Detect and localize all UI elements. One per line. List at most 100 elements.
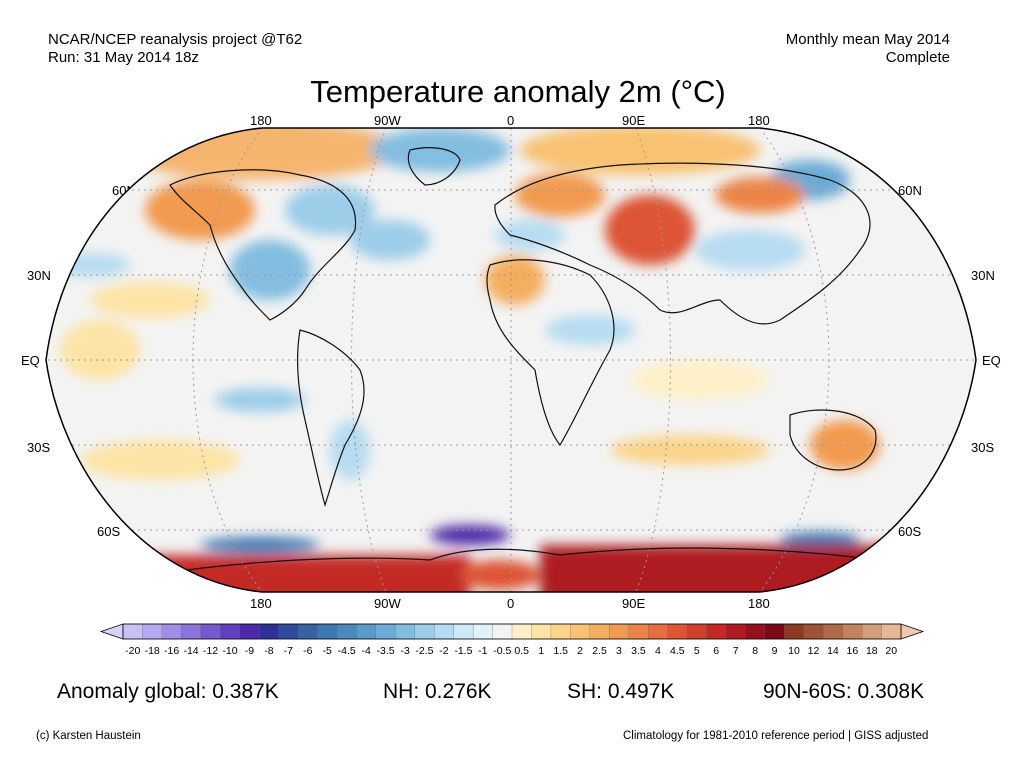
colorbar-tick-label: 1 [538, 645, 545, 657]
colorbar-tick-label: 6 [713, 645, 720, 657]
colorbar-tick-label: -3.5 [376, 645, 395, 657]
colorbar-swatch [395, 623, 416, 640]
stat-arctic: 90N-60S: 0.308K [763, 680, 925, 703]
colorbar-swatch [667, 623, 688, 640]
lon-label-top-180e: 180 [748, 113, 770, 128]
colorbar-swatch [784, 623, 805, 640]
colorbar-tick-label: 3.5 [631, 645, 646, 657]
lon-label-top-90w: 90W [374, 113, 401, 128]
colorbar-swatch [764, 623, 785, 640]
colorbar-tick-label: 7 [732, 645, 739, 657]
anomaly-npacific-warm [90, 282, 210, 318]
anomaly-usa-cold [230, 240, 310, 300]
anomaly-europe-warm [515, 173, 605, 217]
colorbar-swatch [239, 623, 260, 640]
colorbar [99, 623, 925, 640]
colorbar-tick-label: -5 [322, 645, 332, 657]
colorbar-swatch [745, 623, 766, 640]
colorbar-tick-label: -7 [283, 645, 293, 657]
footer-credit: (c) Karsten Haustein [36, 730, 141, 742]
colorbar-tick-label: -1.5 [454, 645, 473, 657]
colorbar-tick-label: -4 [361, 645, 371, 657]
colorbar-tick-label: 10 [788, 645, 800, 657]
colorbar-tick-label: -10 [222, 645, 238, 657]
anomaly-siberia-warm [715, 177, 805, 213]
colorbar-swatch [686, 623, 707, 640]
anomaly-antarctica-warm-w [150, 555, 470, 592]
lat-label-left-30s: 30S [27, 440, 51, 455]
colorbar-swatch [706, 623, 727, 640]
stat-sh: SH: 0.497K [567, 680, 675, 703]
colorbar-swatch [550, 623, 571, 640]
colorbar-swatch [881, 623, 902, 640]
colorbar-swatch [375, 623, 396, 640]
anomaly-tropics-cold [545, 315, 635, 345]
colorbar-swatch [842, 623, 863, 640]
colorbar-swatch [472, 623, 494, 640]
coastlines [139, 147, 901, 592]
colorbar-swatch [258, 623, 280, 640]
colorbar-tick-label: 1.5 [553, 645, 568, 657]
colorbar-tick-label: 14 [827, 645, 839, 657]
colorbar-tick-label: 5 [693, 645, 700, 657]
colorbar-swatch [803, 623, 824, 640]
lon-label-bottom-180w: 180 [250, 596, 272, 611]
anomaly-antarctica-warm-c [460, 560, 540, 590]
colorbar-swatch [414, 623, 435, 640]
anomaly-nafrica-warm [485, 255, 545, 305]
header-source: NCAR/NCEP reanalysis project @T62 [48, 31, 303, 48]
colorbar-swatch [589, 623, 610, 640]
lat-label-right-30s: 30S [971, 440, 995, 455]
graticule [46, 128, 976, 592]
lat-label-right-30n: 30N [971, 268, 995, 283]
colorbar-tick-label: -0.5 [493, 645, 512, 657]
colorbar-swatch [356, 623, 377, 640]
colorbar-swatch [434, 623, 455, 640]
colorbar-tick-label: -2.5 [415, 645, 434, 657]
colorbar-tick-label: 2 [577, 645, 583, 657]
lon-label-bottom-0: 0 [507, 596, 515, 611]
header-period: Monthly mean May 2014 [785, 31, 950, 48]
colorbar-swatch [511, 623, 532, 640]
anomaly-asia-cold [695, 230, 805, 270]
lon-label-bottom-90w: 90W [374, 596, 401, 611]
stat-global: Anomaly global: 0.387K [57, 680, 279, 703]
colorbar-tick-label: 9 [771, 645, 778, 657]
anomaly-npacific-cold [50, 253, 130, 277]
colorbar-tick-label: -9 [244, 645, 255, 657]
anomaly-greenland-cold [370, 128, 510, 172]
anomaly-australia-warm [810, 420, 880, 470]
colorbar-swatch [823, 623, 844, 640]
anomaly-antarctica-warm-e [540, 545, 900, 592]
colorbar-swatch [492, 623, 513, 640]
colorbar-swatch [861, 623, 882, 640]
anomaly-samerica-cold [330, 420, 370, 480]
colorbar-tick-label: 8 [752, 645, 759, 657]
anomaly-southern-ocean-cold [430, 525, 510, 545]
colorbar-swatch [609, 623, 630, 640]
lon-label-bottom-180e: 180 [748, 596, 770, 611]
anomaly-tropics-warm-w [60, 320, 140, 380]
lat-label-left-30n: 30N [27, 268, 51, 283]
header-run: Run: 31 May 2014 18z [48, 49, 199, 66]
anomaly-southern-cold-w [200, 537, 320, 553]
colorbar-swatch [570, 623, 591, 640]
colorbar-swatch [725, 623, 746, 640]
anomaly-atlantic-s-warm [610, 435, 770, 465]
lat-label-right-eq: EQ [982, 353, 1001, 368]
lon-label-top-90e: 90E [622, 113, 646, 128]
colorbar-swatch [628, 623, 649, 640]
anomaly-russia-warm [605, 195, 695, 265]
colorbar-frame [122, 623, 902, 640]
header-status: Complete [885, 49, 950, 66]
colorbar-tick-label: -12 [202, 645, 219, 657]
colorbar-swatch [531, 623, 552, 640]
colorbar-tick-label: -6 [303, 645, 313, 657]
anomaly-atlantic-cold [350, 220, 430, 260]
colorbar-tick-label: -3 [400, 645, 410, 657]
colorbar-swatch [278, 623, 299, 640]
colorbar-swatch [200, 623, 221, 640]
colorbar-tick-label: 4.5 [670, 645, 685, 657]
colorbar-tick-label: 3 [616, 645, 622, 657]
